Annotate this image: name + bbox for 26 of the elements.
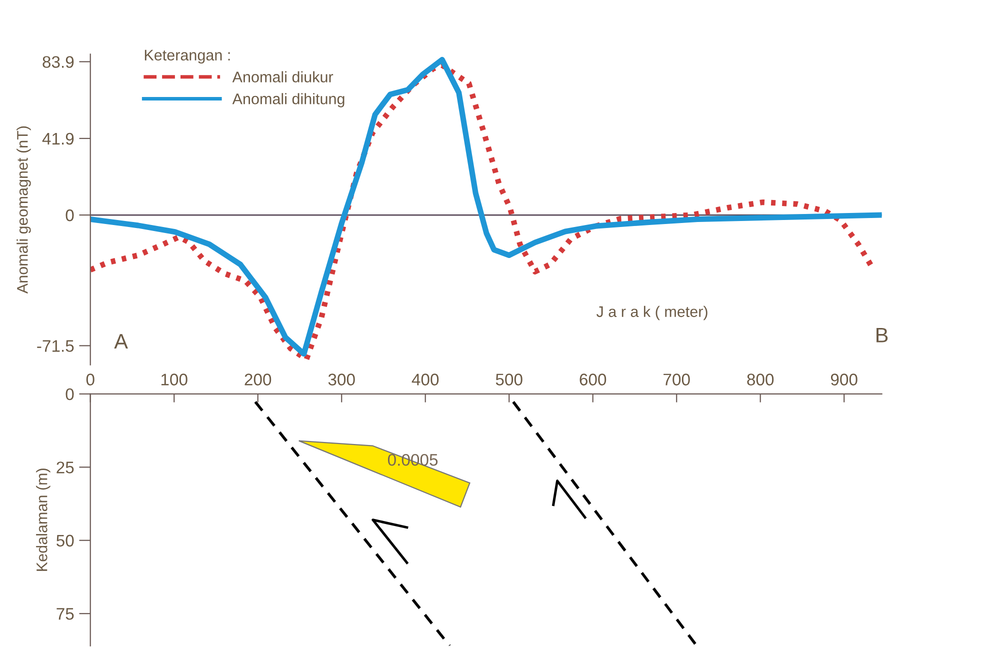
legend-label: Anomali dihitung bbox=[232, 93, 344, 108]
y-tick-label: 83.9 bbox=[42, 56, 74, 68]
x-tick-label: 0 bbox=[86, 374, 94, 386]
x-tick-label: 700 bbox=[664, 374, 690, 386]
x-tick-label: 800 bbox=[747, 374, 774, 386]
y-tick-label: 0 bbox=[66, 388, 74, 400]
x-axis-title: J a r a k ( meter) bbox=[596, 306, 708, 320]
legend-title: Keterangan : bbox=[144, 50, 230, 64]
y-tick-label: -71.5 bbox=[37, 340, 74, 352]
y-tick-label: 25 bbox=[56, 462, 74, 474]
x-tick-label: 600 bbox=[580, 374, 606, 386]
x-tick-label: 500 bbox=[496, 374, 522, 386]
legend-label: Anomali diukur bbox=[232, 71, 334, 82]
y-tick-label: 75 bbox=[56, 608, 74, 620]
x-tick-label: 200 bbox=[244, 374, 272, 386]
annotation: A bbox=[114, 334, 128, 349]
x-tick-label: 100 bbox=[161, 374, 188, 386]
x-tick-label: 400 bbox=[412, 374, 439, 386]
y-tick-label: 50 bbox=[56, 534, 74, 547]
x-tick-label: 300 bbox=[328, 374, 355, 386]
y-tick-label: 41.9 bbox=[42, 132, 74, 145]
annotation: B bbox=[876, 328, 888, 342]
y-tick-label: 0 bbox=[66, 209, 74, 222]
y-axis-title: Anomali geomagnet (nT) bbox=[16, 126, 31, 294]
y-axis-title: Kedalaman (m) bbox=[36, 468, 50, 571]
x-tick-label: 900 bbox=[830, 374, 858, 386]
